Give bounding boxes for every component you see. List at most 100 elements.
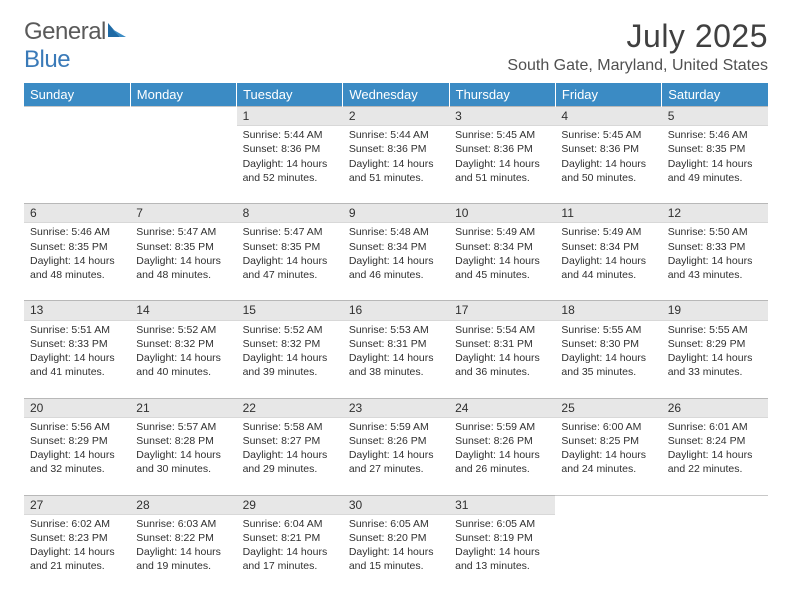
day-content-cell: Sunrise: 5:55 AMSunset: 8:29 PMDaylight:… <box>662 320 768 398</box>
weekday-header-row: SundayMondayTuesdayWednesdayThursdayFrid… <box>24 83 768 107</box>
day-number-cell: 13 <box>24 301 130 320</box>
day-content-cell: Sunrise: 5:54 AMSunset: 8:31 PMDaylight:… <box>449 320 555 398</box>
weekday-header: Thursday <box>449 83 555 107</box>
day-content-cell: Sunrise: 6:04 AMSunset: 8:21 PMDaylight:… <box>237 514 343 592</box>
day-content-cell: Sunrise: 5:59 AMSunset: 8:26 PMDaylight:… <box>343 417 449 495</box>
sunrise-text: Sunrise: 5:44 AM <box>243 128 337 142</box>
sunrise-text: Sunrise: 5:59 AM <box>455 420 549 434</box>
sunset-text: Sunset: 8:33 PM <box>30 337 124 351</box>
daylight-text: Daylight: 14 hours and 17 minutes. <box>243 545 337 573</box>
day-number-cell <box>662 495 768 514</box>
sunrise-text: Sunrise: 5:55 AM <box>668 323 762 337</box>
day-number-cell: 6 <box>24 204 130 223</box>
day-number-cell: 4 <box>555 107 661 126</box>
day-content-cell: Sunrise: 5:49 AMSunset: 8:34 PMDaylight:… <box>555 223 661 301</box>
day-content-cell: Sunrise: 6:00 AMSunset: 8:25 PMDaylight:… <box>555 417 661 495</box>
day-content-cell: Sunrise: 5:47 AMSunset: 8:35 PMDaylight:… <box>130 223 236 301</box>
day-number-row: 2728293031 <box>24 495 768 514</box>
day-number-cell: 11 <box>555 204 661 223</box>
sunset-text: Sunset: 8:23 PM <box>30 531 124 545</box>
sunrise-text: Sunrise: 5:56 AM <box>30 420 124 434</box>
day-number-cell: 3 <box>449 107 555 126</box>
sunrise-text: Sunrise: 5:48 AM <box>349 225 443 239</box>
day-content-cell: Sunrise: 6:05 AMSunset: 8:19 PMDaylight:… <box>449 514 555 592</box>
day-number-cell <box>130 107 236 126</box>
daylight-text: Daylight: 14 hours and 24 minutes. <box>561 448 655 476</box>
weekday-header: Saturday <box>662 83 768 107</box>
sunset-text: Sunset: 8:35 PM <box>30 240 124 254</box>
day-content-cell: Sunrise: 5:52 AMSunset: 8:32 PMDaylight:… <box>237 320 343 398</box>
sunrise-text: Sunrise: 5:52 AM <box>136 323 230 337</box>
day-content-cell: Sunrise: 5:44 AMSunset: 8:36 PMDaylight:… <box>343 126 449 204</box>
day-content-cell: Sunrise: 5:51 AMSunset: 8:33 PMDaylight:… <box>24 320 130 398</box>
day-content-cell <box>555 514 661 592</box>
daylight-text: Daylight: 14 hours and 43 minutes. <box>668 254 762 282</box>
sunset-text: Sunset: 8:22 PM <box>136 531 230 545</box>
sunrise-text: Sunrise: 5:58 AM <box>243 420 337 434</box>
sunset-text: Sunset: 8:27 PM <box>243 434 337 448</box>
day-content-cell: Sunrise: 6:05 AMSunset: 8:20 PMDaylight:… <box>343 514 449 592</box>
day-number-cell: 17 <box>449 301 555 320</box>
brand-word-2: Blue <box>24 46 70 73</box>
day-number-row: 6789101112 <box>24 204 768 223</box>
daylight-text: Daylight: 14 hours and 19 minutes. <box>136 545 230 573</box>
sunset-text: Sunset: 8:28 PM <box>136 434 230 448</box>
sunset-text: Sunset: 8:30 PM <box>561 337 655 351</box>
day-number-cell: 1 <box>237 107 343 126</box>
day-number-cell: 30 <box>343 495 449 514</box>
sunset-text: Sunset: 8:36 PM <box>455 142 549 156</box>
sunset-text: Sunset: 8:19 PM <box>455 531 549 545</box>
day-number-cell: 8 <box>237 204 343 223</box>
day-content-cell: Sunrise: 5:48 AMSunset: 8:34 PMDaylight:… <box>343 223 449 301</box>
sunrise-text: Sunrise: 5:47 AM <box>136 225 230 239</box>
sunset-text: Sunset: 8:34 PM <box>455 240 549 254</box>
sunrise-text: Sunrise: 5:52 AM <box>243 323 337 337</box>
day-content-cell <box>130 126 236 204</box>
sunset-text: Sunset: 8:24 PM <box>668 434 762 448</box>
day-content-row: Sunrise: 6:02 AMSunset: 8:23 PM Daylight:… <box>24 514 768 592</box>
daylight-text: Daylight: 14 hours and 48 minutes. <box>136 254 230 282</box>
day-number-cell: 16 <box>343 301 449 320</box>
daylight-text: Daylight: 14 hours and 50 minutes. <box>561 157 655 185</box>
sunrise-text: Sunrise: 6:02 AM <box>30 517 124 531</box>
day-content-cell: Sunrise: 5:55 AMSunset: 8:30 PMDaylight:… <box>555 320 661 398</box>
day-content-cell: Sunrise: 5:46 AMSunset: 8:35 PMDaylight:… <box>662 126 768 204</box>
weekday-header: Friday <box>555 83 661 107</box>
sunset-text: Sunset: 8:29 PM <box>668 337 762 351</box>
day-number-row: 20212223242526 <box>24 398 768 417</box>
sunrise-text: Sunrise: 5:59 AM <box>349 420 443 434</box>
sunset-text: Sunset: 8:32 PM <box>136 337 230 351</box>
day-number-row: 12345 <box>24 107 768 126</box>
sunset-text: Sunset: 8:26 PM <box>349 434 443 448</box>
weekday-header: Wednesday <box>343 83 449 107</box>
day-number-cell: 28 <box>130 495 236 514</box>
sunset-text: Sunset: 8:34 PM <box>349 240 443 254</box>
sunrise-text: Sunrise: 5:45 AM <box>561 128 655 142</box>
daylight-text: Daylight: 14 hours and 48 minutes. <box>30 254 124 282</box>
day-content-row: Sunrise: 5:56 AMSunset: 8:29 PMDaylight:… <box>24 417 768 495</box>
daylight-text: Daylight: 14 hours and 49 minutes. <box>668 157 762 185</box>
day-number-cell: 22 <box>237 398 343 417</box>
day-content-cell <box>24 126 130 204</box>
sunset-text: Sunset: 8:32 PM <box>243 337 337 351</box>
day-number-cell: 2 <box>343 107 449 126</box>
day-content-cell: Sunrise: 5:52 AMSunset: 8:32 PMDaylight:… <box>130 320 236 398</box>
day-number-cell: 15 <box>237 301 343 320</box>
day-content-row: Sunrise: 5:51 AMSunset: 8:33 PMDaylight:… <box>24 320 768 398</box>
day-number-cell: 23 <box>343 398 449 417</box>
sunset-text: Sunset: 8:29 PM <box>30 434 124 448</box>
weekday-header: Monday <box>130 83 236 107</box>
day-content-row: Sunrise: 5:46 AMSunset: 8:35 PMDaylight:… <box>24 223 768 301</box>
daylight-text: Daylight: 14 hours and 32 minutes. <box>30 448 124 476</box>
sunset-text: Sunset: 8:21 PM <box>243 531 337 545</box>
sunset-text: Sunset: 8:36 PM <box>561 142 655 156</box>
day-number-cell: 12 <box>662 204 768 223</box>
sunrise-text: Sunrise: 5:44 AM <box>349 128 443 142</box>
day-content-cell: Sunrise: 6:02 AMSunset: 8:23 PMDaylight:… <box>24 514 130 592</box>
daylight-text: Daylight: 14 hours and 15 minutes. <box>349 545 443 573</box>
sunrise-text: Sunrise: 5:46 AM <box>668 128 762 142</box>
day-content-cell: Sunrise: 5:49 AMSunset: 8:34 PMDaylight:… <box>449 223 555 301</box>
day-content-cell: Sunrise: 5:45 AMSunset: 8:36 PMDaylight:… <box>449 126 555 204</box>
daylight-text: Daylight: 14 hours and 44 minutes. <box>561 254 655 282</box>
sunset-text: Sunset: 8:34 PM <box>561 240 655 254</box>
